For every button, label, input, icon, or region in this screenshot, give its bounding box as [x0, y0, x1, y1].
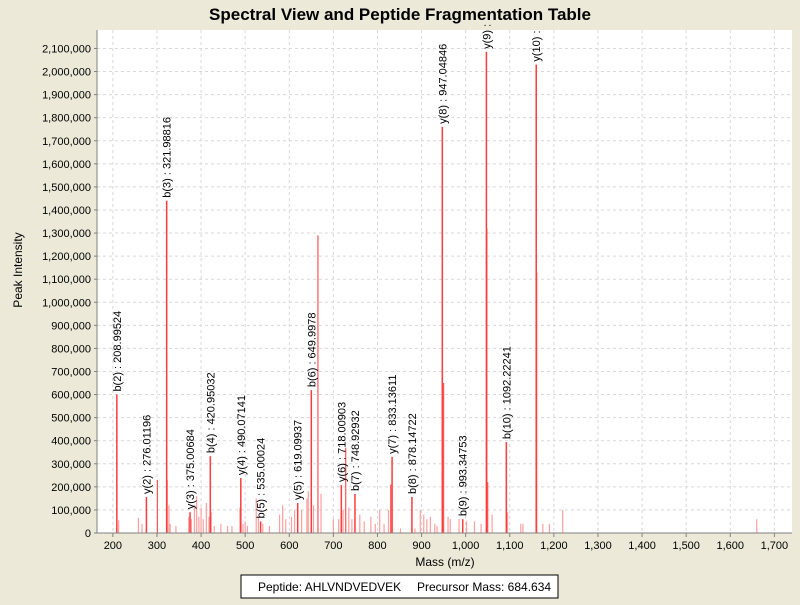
peak-label: b(2) : 208.99524 [112, 311, 124, 392]
x-axis-label: Mass (m/z) [415, 555, 474, 569]
peak-label: y(3) : 375.00684 [185, 429, 197, 509]
y-tick-label: 1,800,000 [42, 113, 91, 125]
x-tick-label: 900 [412, 540, 430, 552]
peak-label: y(8) : 947.04846 [437, 44, 449, 124]
y-tick-label: 2,100,000 [42, 43, 91, 55]
peak-annotations: b(2) : 208.99524 y(2) : 276.01196 b(3) : 3… [112, 24, 543, 519]
x-tick-label: 1,000 [452, 540, 480, 552]
y-tick-label: 700,000 [51, 366, 91, 378]
x-tick-label: 1,200 [540, 540, 568, 552]
peak-label: y(7) : 833.13611 [387, 375, 399, 454]
y-tick-label: 300,000 [51, 459, 91, 471]
y-tick-label: 900,000 [51, 320, 91, 332]
y-tick-label: 1,200,000 [42, 251, 91, 263]
chart-title: Spectral View and Peptide Fragmentation … [209, 5, 591, 24]
peak-label: y(9) : [481, 24, 493, 49]
y-axis-label: Peak Intensity [11, 232, 25, 307]
peak-label: b(5) : 535.00024 [256, 438, 268, 519]
y-tick-label: 1,700,000 [42, 136, 91, 148]
legend-precursor-mass: Precursor Mass: 684.634 [417, 580, 551, 594]
y-tick-label: 400,000 [51, 436, 91, 448]
x-tick-label: 200 [104, 540, 122, 552]
peak-label: b(9) : 993.34753 [458, 435, 470, 516]
x-tick-label: 400 [192, 540, 210, 552]
y-tick-label: 500,000 [51, 413, 91, 425]
axes: 0 100,000 200,000 300,000 400,000 500,000 600,… [42, 30, 792, 552]
x-tick-label: 800 [368, 540, 386, 552]
x-tick-label: 600 [280, 540, 298, 552]
y-tick-label: 1,100,000 [42, 274, 91, 286]
y-tick-label: 1,900,000 [42, 90, 91, 102]
x-tick-label: 500 [236, 540, 254, 552]
y-tick-label: 1,500,000 [42, 182, 91, 194]
x-tick-label: 1,500 [672, 540, 700, 552]
y-tick-label: 100,000 [51, 505, 91, 517]
y-tick-label: 1,000,000 [42, 297, 91, 309]
peaks [116, 51, 758, 533]
x-tick-label: 1,100 [496, 540, 524, 552]
y-tick-label: 600,000 [51, 390, 91, 402]
peak-label: b(7) : 748.92932 [350, 410, 362, 491]
peak-label: b(4) : 420.95032 [205, 372, 217, 453]
peak-label: y(5) : 619.09937 [293, 420, 305, 500]
x-tick-label: 700 [324, 540, 342, 552]
y-tick-label: 1,400,000 [42, 205, 91, 217]
x-tick-label: 1,600 [716, 540, 744, 552]
legend-peptide: Peptide: AHLVNDVEDVEK [258, 580, 401, 594]
y-tick-label: 2,000,000 [42, 67, 91, 79]
x-tick-label: 1,400 [628, 540, 656, 552]
x-tick-label: 1,300 [584, 540, 612, 552]
peak-label: b(10) : 1092.22241 [501, 346, 513, 439]
plot-area [97, 30, 792, 533]
x-tick-label: 1,700 [761, 540, 789, 552]
peak-label: b(6) : 649.9978 [306, 313, 318, 388]
y-tick-label: 0 [85, 528, 91, 540]
y-tick-label: 1,300,000 [42, 228, 91, 240]
peak-label: y(6) : 718.00903 [336, 402, 348, 482]
peak-label: y(10) : [531, 30, 543, 61]
y-tick-label: 200,000 [51, 482, 91, 494]
x-tick-label: 300 [148, 540, 166, 552]
legend-box: Peptide: AHLVNDVEDVEK Precursor Mass: 68… [240, 574, 559, 599]
peak-label: y(4) : 490.07141 [236, 395, 248, 475]
grid-lines [97, 30, 792, 533]
y-tick-label: 800,000 [51, 343, 91, 355]
peak-label: y(2) : 276.01196 [141, 415, 153, 494]
peak-label: b(8) : 878.14722 [407, 413, 419, 494]
peak-label: b(3) : 321.98816 [162, 117, 174, 198]
y-tick-label: 1,600,000 [42, 159, 91, 171]
